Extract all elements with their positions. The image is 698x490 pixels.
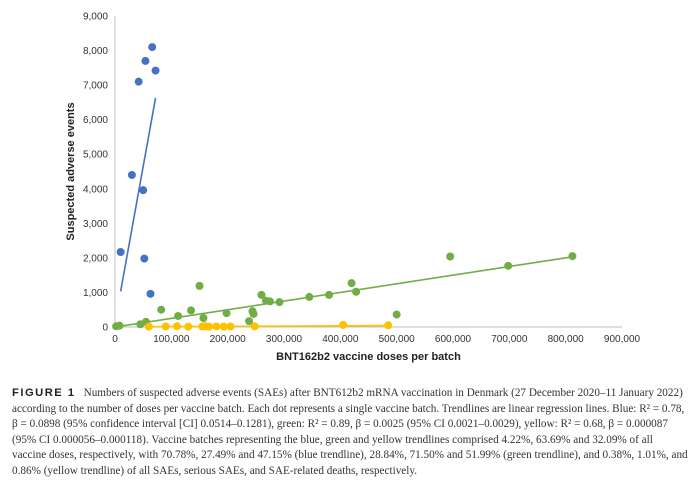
x-tick-label: 900,000 [604,334,641,345]
data-point [305,292,314,301]
data-point [245,317,254,326]
data-point [115,321,124,330]
y-tick-label: 2,000 [83,253,108,264]
data-point [161,322,170,331]
y-tick-label: 1,000 [83,288,108,299]
data-point [257,290,266,299]
data-point [446,252,455,261]
data-point [144,322,153,331]
data-point [504,261,513,270]
x-tick-label: 200,000 [210,334,247,345]
axes: 0 100,000 200,000 300,000 400,000 500,000 600,… [83,12,641,346]
figure-caption: FIGURE 1 Numbers of suspected adverse eve… [12,386,688,480]
x-tick-label: 400,000 [322,334,359,345]
data-point [172,322,181,331]
data-point [384,321,393,330]
data-point [219,322,228,331]
data-point [249,309,258,318]
data-point [212,322,221,331]
data-point [148,43,157,52]
caption-text: Numbers of suspected adverse events (SAE… [12,387,688,477]
figure-label: FIGURE 1 [12,387,76,399]
data-point [265,297,274,306]
data-point [151,66,160,75]
data-point [226,322,235,331]
data-point [352,287,361,296]
data-point [392,310,401,319]
data-point [205,322,214,331]
data-point [184,322,193,331]
data-point [347,279,356,288]
x-tick-label: 0 [112,334,118,345]
data-point [139,186,148,195]
y-tick-label: 5,000 [83,150,108,161]
data-point [146,289,155,298]
data-point [127,170,136,179]
x-tick-label: 800,000 [548,334,585,345]
data-point [116,248,125,257]
y-tick-label: 7,000 [83,81,108,92]
data-point [187,306,196,315]
y-tick-label: 8,000 [83,46,108,57]
data-point [174,311,183,320]
y-tick-label: 9,000 [83,12,108,23]
y-tick-label: 0 [102,323,108,334]
y-tick-label: 3,000 [83,219,108,230]
data-point [134,77,143,86]
y-tick-label: 6,000 [83,115,108,126]
data-points [112,43,577,331]
data-point [568,252,577,261]
data-point [250,322,259,331]
x-tick-label: 600,000 [435,334,472,345]
scatter-chart: 0 100,000 200,000 300,000 400,000 500,000 600,… [65,12,641,364]
data-point [275,298,284,307]
data-point [199,314,208,323]
data-point [141,56,150,65]
y-tick-label: 4,000 [83,184,108,195]
data-point [325,290,334,299]
data-point [339,320,348,329]
x-tick-label: 100,000 [153,334,190,345]
x-tick-label: 500,000 [379,334,416,345]
data-point [157,305,166,314]
y-axis-title: Suspected adverse events [65,102,77,240]
x-tick-label: 300,000 [266,334,303,345]
x-axis-title: BNT162b2 vaccine doses per batch [276,351,461,363]
data-point [140,254,149,263]
trendlines [114,97,573,328]
trendline [114,256,573,328]
x-tick-label: 700,000 [491,334,528,345]
data-point [222,309,231,318]
trendline [119,97,157,292]
data-point [195,281,204,290]
